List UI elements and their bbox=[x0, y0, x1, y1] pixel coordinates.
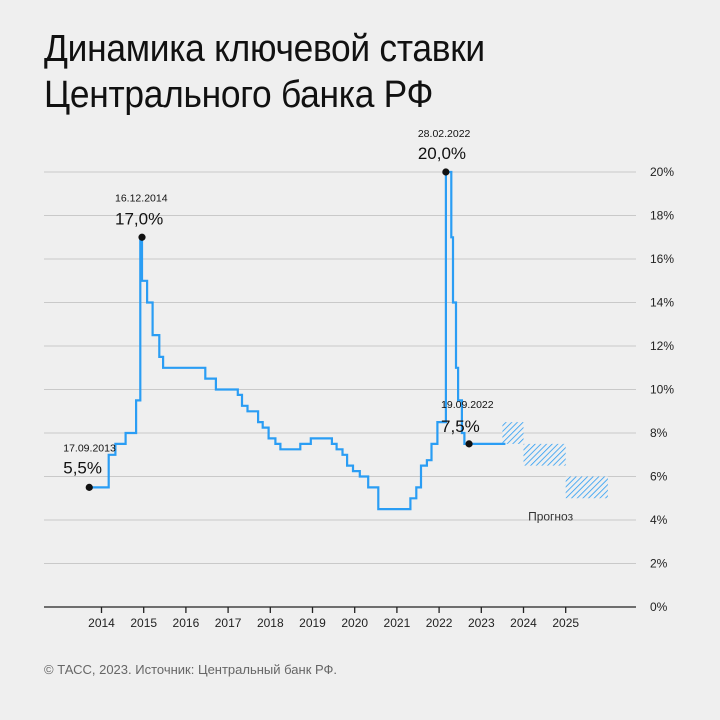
y-tick-label: 0% bbox=[650, 600, 668, 614]
series-layer bbox=[89, 170, 506, 511]
annotation-dot bbox=[138, 233, 146, 241]
annotation-date: 16.12.2014 bbox=[115, 192, 168, 204]
x-tick-label: 2023 bbox=[468, 616, 495, 630]
title-line-2: Центрального банка РФ bbox=[44, 74, 434, 116]
y-tick-label: 4% bbox=[650, 513, 668, 527]
grid-lines bbox=[44, 171, 636, 564]
y-tick-label: 2% bbox=[650, 557, 668, 571]
x-tick-label: 2022 bbox=[426, 616, 453, 630]
y-axis-labels: 0% 2% 4% 6% 8% 10% 12% 14% 16% 18% 20% bbox=[650, 165, 674, 614]
annotation-dot bbox=[442, 168, 450, 176]
annotation-dot bbox=[85, 483, 93, 491]
x-tick-label: 2015 bbox=[130, 616, 157, 630]
annotation-value: 17,0% bbox=[115, 209, 163, 228]
forecast-band bbox=[565, 476, 608, 499]
annotation-date: 17.09.2013 bbox=[63, 442, 116, 454]
x-tick-label: 2016 bbox=[173, 616, 200, 630]
y-tick-label: 20% bbox=[650, 165, 674, 179]
y-tick-label: 14% bbox=[650, 296, 674, 310]
source-note: © ТАСС, 2023. Источник: Центральный банк… bbox=[44, 662, 338, 677]
annotation-dot bbox=[465, 440, 473, 448]
forecast-bands: Прогноз bbox=[502, 422, 608, 523]
annotation-value: 5,5% bbox=[63, 458, 102, 477]
x-tick-label: 2019 bbox=[299, 616, 326, 630]
y-tick-label: 18% bbox=[650, 209, 674, 223]
y-tick-label: 10% bbox=[650, 383, 674, 397]
y-tick-label: 8% bbox=[650, 426, 668, 440]
y-tick-label: 12% bbox=[650, 339, 674, 353]
x-tick-label: 2024 bbox=[510, 616, 537, 630]
annotation-value: 7,5% bbox=[441, 417, 480, 436]
x-tick-label: 2018 bbox=[257, 616, 284, 630]
forecast-band bbox=[523, 443, 566, 466]
chart-title: Динамика ключевой ставки Центрального ба… bbox=[44, 26, 485, 118]
x-tick-label: 2017 bbox=[215, 616, 242, 630]
annotations: 17.09.2013 5,5% 16.12.2014 17,0% 28.02.2022 2… bbox=[63, 128, 494, 491]
y-tick-label: 6% bbox=[650, 470, 668, 484]
forecast-label: Прогноз bbox=[528, 509, 574, 523]
title-line-1: Динамика ключевой ставки bbox=[44, 28, 485, 70]
y-tick-label: 16% bbox=[650, 252, 674, 266]
x-axis-labels: 2014 2015 2016 2017 2018 2019 2020 2021 2022 2023… bbox=[88, 616, 579, 630]
rate-step-line bbox=[89, 170, 506, 511]
x-axis bbox=[44, 606, 636, 613]
forecast-band bbox=[502, 422, 524, 444]
annotation-date: 19.09.2022 bbox=[441, 399, 494, 411]
annotation-value: 20,0% bbox=[418, 144, 466, 163]
x-tick-label: 2021 bbox=[384, 616, 411, 630]
x-tick-label: 2014 bbox=[88, 616, 115, 630]
annotation-date: 28.02.2022 bbox=[418, 128, 471, 140]
x-tick-label: 2025 bbox=[552, 616, 579, 630]
x-tick-label: 2020 bbox=[341, 616, 368, 630]
